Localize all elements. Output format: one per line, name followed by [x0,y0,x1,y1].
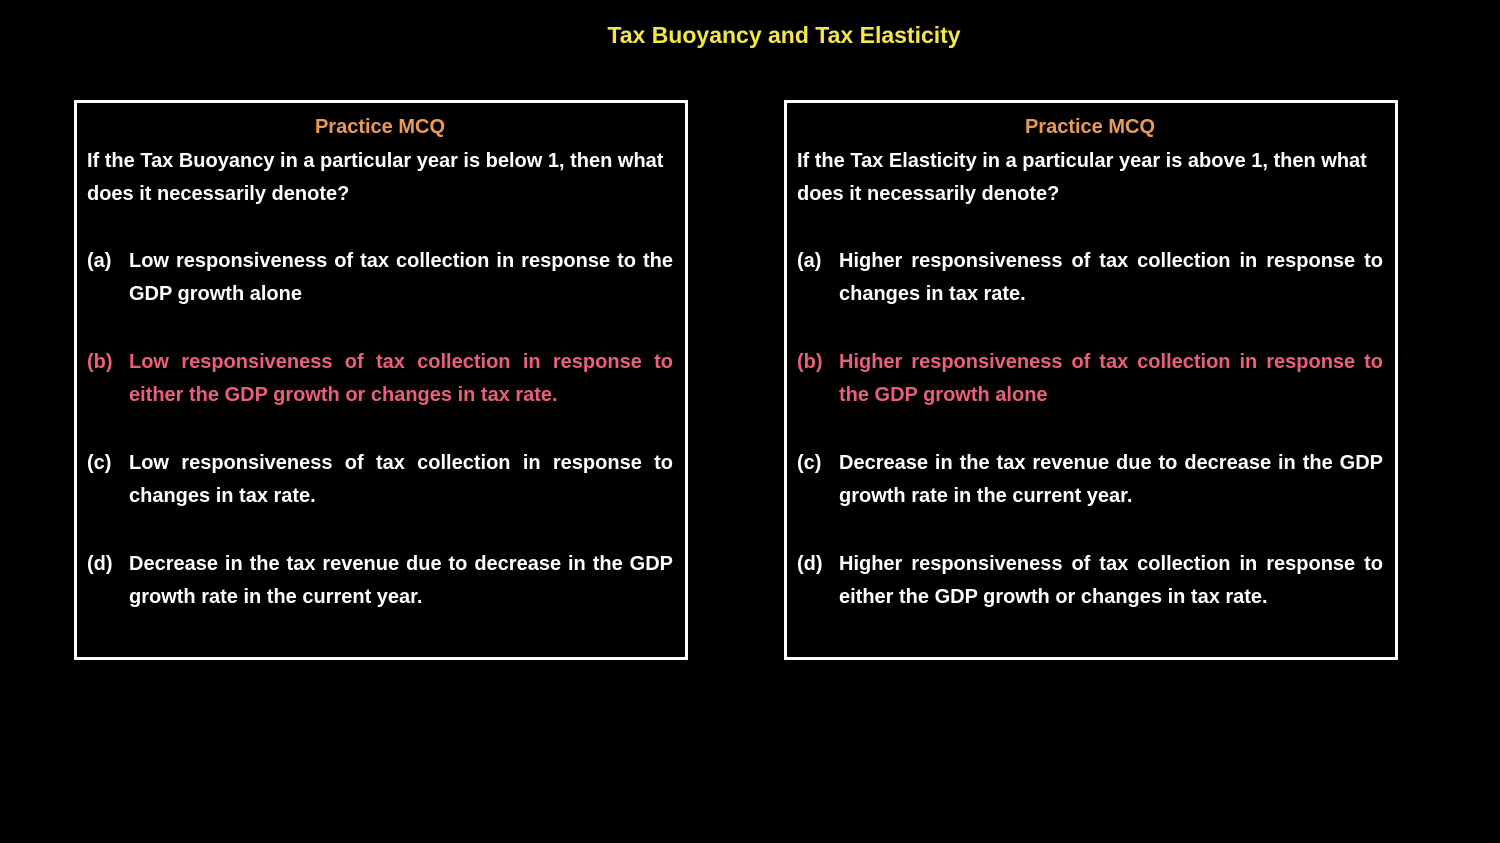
option-text: Decrease in the tax revenue due to decre… [129,552,673,609]
question: If the Tax Elasticity in a particular ye… [797,149,1367,206]
option-label: (a) [797,249,822,272]
option-text: Decrease in the tax revenue due to decre… [839,451,1383,508]
option-text: Higher responsiveness of tax collection … [839,249,1383,306]
option-label: (a) [87,249,112,272]
option-text: Higher responsiveness of tax collection … [839,552,1383,609]
option-label: (c) [797,451,822,474]
option: (b) Low responsiveness of tax collection … [87,346,673,413]
option: (b) Higher responsiveness of tax collecti… [797,346,1383,413]
question: If the Tax Buoyancy in a particular year… [87,149,664,206]
option-text: Low responsiveness of tax collection in … [129,350,673,407]
option: (a) Low responsiveness of tax collection … [87,245,673,312]
option-label: (b) [87,350,113,373]
mcq-panel: Practice MCQ If the Tax Elasticity in a … [784,100,1398,660]
option-text: Low responsiveness of tax collection in … [129,451,673,508]
panel-content: Practice MCQ If the Tax Buoyancy in a pa… [87,111,673,649]
option: (c) Decrease in the tax revenue due to de… [797,447,1383,514]
option: (d) Higher responsiveness of tax collecti… [797,548,1383,615]
option-label: (d) [87,552,113,575]
panel-heading: Practice MCQ [1024,116,1156,138]
option: (c) Low responsiveness of tax collection … [87,447,673,514]
option-text: Low responsiveness of tax collection in … [129,249,673,306]
option: (a) Higher responsiveness of tax collecti… [797,245,1383,312]
option: (d) Decrease in the tax revenue due to de… [87,548,673,615]
option-label: (b) [797,350,823,373]
slide-title: Tax Buoyancy and Tax Elasticity [607,22,961,48]
option-label: (d) [797,552,823,575]
panel-heading: Practice MCQ [314,116,446,138]
option-label: (c) [87,451,112,474]
panel-content: Practice MCQ If the Tax Elasticity in a … [797,111,1383,649]
mcq-panel: Practice MCQ If the Tax Buoyancy in a pa… [74,100,688,660]
option-text: Higher responsiveness of tax collection … [839,350,1383,407]
